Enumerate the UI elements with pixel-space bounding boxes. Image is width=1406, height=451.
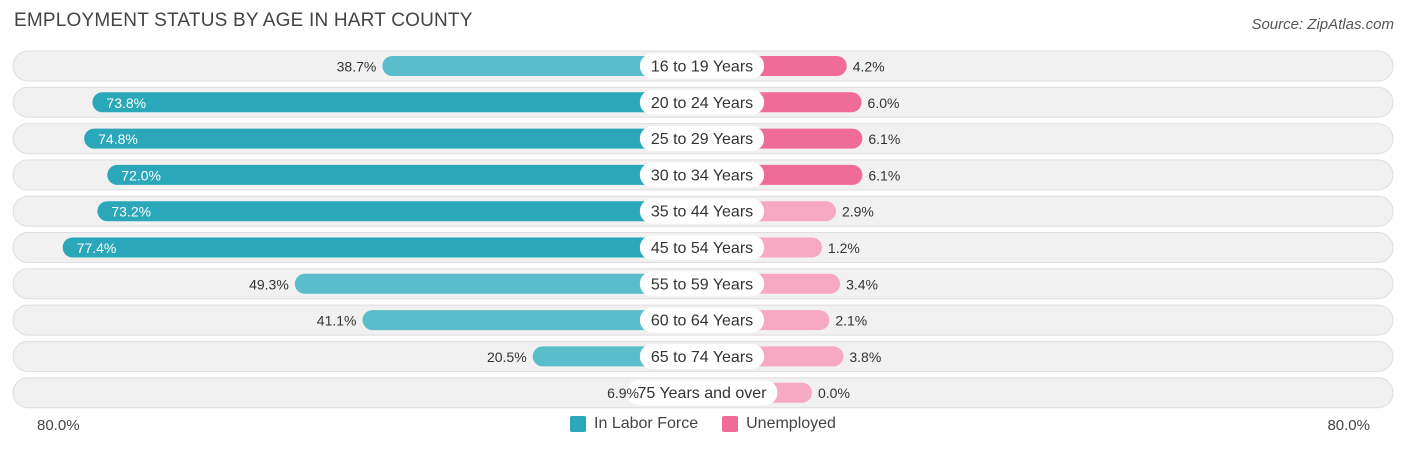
bar-labor-force <box>92 92 703 113</box>
value-label-unemployed: 1.2% <box>828 240 860 256</box>
category-label: 35 to 44 Years <box>651 204 753 221</box>
legend-item-unemployed: Unemployed <box>722 415 836 433</box>
bar-labor-force <box>362 310 702 331</box>
category-label: 16 to 19 Years <box>651 59 753 76</box>
category-pill <box>639 126 765 152</box>
legend-label-labor-force: In Labor Force <box>594 415 699 432</box>
value-label-unemployed: 3.8% <box>849 349 881 365</box>
category-pill <box>639 271 765 297</box>
legend: In Labor Force Unemployed <box>0 415 1406 433</box>
value-label-labor-force: 41.1% <box>317 313 357 329</box>
legend-label-unemployed: Unemployed <box>746 415 836 432</box>
value-label-labor-force: 73.8% <box>106 95 146 111</box>
legend-item-labor-force: In Labor Force <box>570 415 698 433</box>
value-label-labor-force: 6.9% <box>607 385 639 401</box>
category-pill <box>639 89 765 115</box>
category-pill <box>639 343 765 369</box>
category-label: 25 to 29 Years <box>651 131 753 148</box>
bar-labor-force <box>84 128 703 149</box>
axis-right-label: 80.0% <box>1327 417 1370 434</box>
category-label: 55 to 59 Years <box>651 276 753 293</box>
value-label-labor-force: 49.3% <box>249 276 289 292</box>
category-pill <box>639 198 765 224</box>
value-label-labor-force: 20.5% <box>487 349 527 365</box>
bar-labor-force <box>107 164 702 185</box>
bar-labor-force <box>97 201 703 222</box>
value-label-unemployed: 4.2% <box>853 59 885 75</box>
axis-left-label: 80.0% <box>37 417 80 434</box>
value-label-unemployed: 3.4% <box>846 276 878 292</box>
category-label: 30 to 34 Years <box>651 167 753 184</box>
value-label-unemployed: 0.0% <box>818 385 850 401</box>
category-pill <box>626 380 778 406</box>
value-label-labor-force: 72.0% <box>121 167 161 183</box>
category-label: 20 to 24 Years <box>651 95 753 112</box>
category-pill <box>639 307 765 333</box>
legend-swatch-unemployed <box>722 416 739 432</box>
bar-labor-force <box>294 273 702 294</box>
value-label-unemployed: 6.1% <box>868 131 900 147</box>
category-label: 45 to 54 Years <box>651 240 753 257</box>
bar-labor-force <box>382 56 702 76</box>
value-label-unemployed: 6.1% <box>868 167 900 183</box>
value-label-labor-force: 73.2% <box>111 204 151 220</box>
value-label-unemployed: 2.1% <box>835 313 867 329</box>
category-pill <box>639 53 765 79</box>
category-pill <box>639 162 765 188</box>
value-label-labor-force: 38.7% <box>337 59 377 75</box>
chart-title: EMPLOYMENT STATUS BY AGE IN HART COUNTY <box>14 10 473 31</box>
bar-labor-force <box>62 237 702 258</box>
value-label-labor-force: 74.8% <box>98 131 138 147</box>
value-label-unemployed: 2.9% <box>842 204 874 220</box>
value-label-unemployed: 6.0% <box>868 95 900 111</box>
source-label: Source: ZipAtlas.com <box>1251 16 1394 33</box>
category-pill <box>639 235 765 260</box>
category-label: 60 to 64 Years <box>651 313 753 330</box>
category-label: 65 to 74 Years <box>651 349 753 366</box>
value-label-labor-force: 77.4% <box>77 240 117 256</box>
category-label: 75 Years and over <box>638 385 768 402</box>
legend-swatch-labor-force <box>570 416 587 432</box>
